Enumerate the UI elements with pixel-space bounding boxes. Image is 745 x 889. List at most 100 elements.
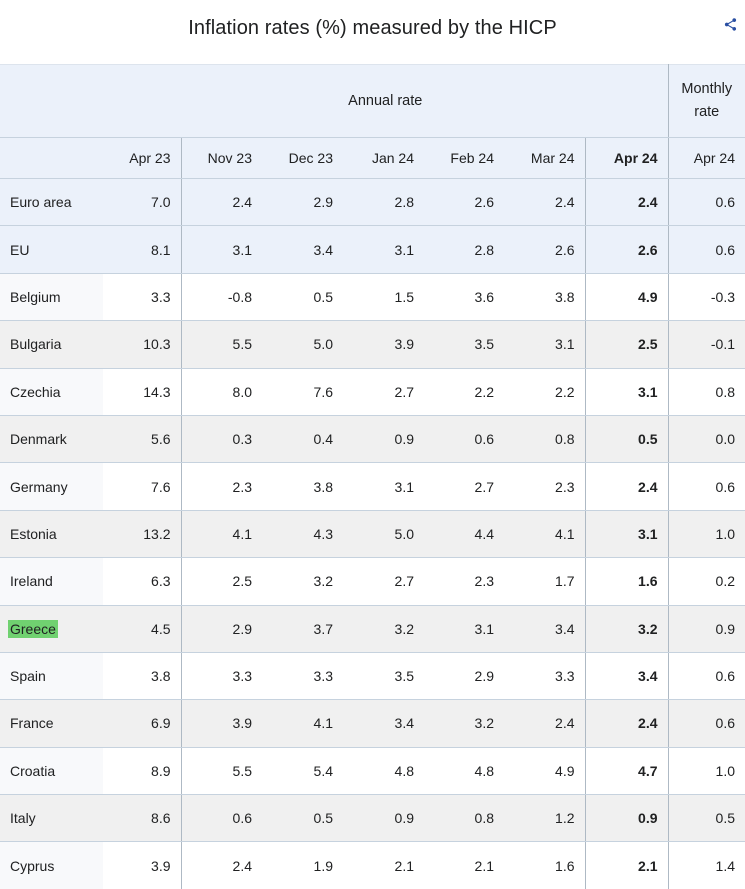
rate-cell: 3.3 <box>103 273 181 322</box>
rate-cell: 8.6 <box>103 794 181 843</box>
row-label-ireland: Ireland <box>0 557 103 606</box>
row-label-text: Euro area <box>10 194 72 211</box>
widget-header: Inflation rates (%) measured by the HICP <box>0 0 745 64</box>
rate-cell: 3.6 <box>424 273 504 322</box>
row-label-croatia: Croatia <box>0 747 103 796</box>
rate-cell: 5.4 <box>262 747 343 796</box>
rate-cell: 0.0 <box>667 415 745 464</box>
rate-cell: 0.5 <box>262 794 343 843</box>
rate-cell: 0.8 <box>667 368 745 416</box>
rate-cell: 3.4 <box>504 605 585 653</box>
share-button[interactable] <box>721 15 740 34</box>
share-icon <box>724 18 737 31</box>
row-label-text: Spain <box>10 668 46 685</box>
rate-cell: 7.6 <box>103 462 181 511</box>
search-highlight: Greece <box>8 619 58 638</box>
rate-cell: 3.3 <box>180 652 262 701</box>
table-row-ireland: Ireland 6.3 2.5 3.2 2.7 2.3 1.7 1.6 0.2 <box>0 557 745 606</box>
table-row-cyprus: Cyprus 3.9 2.4 1.9 2.1 2.1 1.6 2.1 1.4 <box>0 841 745 889</box>
rate-cell: 0.9 <box>584 794 668 843</box>
rate-cell: 4.8 <box>343 747 424 796</box>
row-label-text: Denmark <box>10 431 67 448</box>
rate-cell: 13.2 <box>103 510 181 559</box>
column-header-apr-24-monthly: Apr 24 <box>667 137 745 179</box>
rate-cell: 2.7 <box>343 557 424 606</box>
rate-cell: 1.5 <box>343 273 424 322</box>
row-label-spain: Spain <box>0 652 103 701</box>
corner-cell <box>0 64 103 138</box>
column-header-jan-24: Jan 24 <box>343 137 424 179</box>
monthly-rate-header: Monthly rate <box>667 64 745 138</box>
rate-cell: 6.3 <box>103 557 181 606</box>
table-row-bulgaria: Bulgaria 10.3 5.5 5.0 3.9 3.5 3.1 2.5 -0.1 <box>0 320 745 369</box>
table-row-czechia: Czechia 14.3 8.0 7.6 2.7 2.2 2.2 3.1 0.8 <box>0 368 745 416</box>
rate-cell: 3.2 <box>584 605 668 653</box>
page-title: Inflation rates (%) measured by the HICP <box>188 16 557 39</box>
rate-cell: 0.6 <box>667 225 745 274</box>
rate-cell: 6.9 <box>103 699 181 748</box>
group-header-row: Annual rate Monthly rate <box>0 64 745 138</box>
rate-cell: 5.0 <box>262 320 343 369</box>
rate-cell: 2.3 <box>424 557 504 606</box>
column-header-dec-23: Dec 23 <box>262 137 343 179</box>
rate-cell: 0.8 <box>424 794 504 843</box>
rate-cell: 4.1 <box>504 510 585 559</box>
inflation-table: Annual rate Monthly rate Apr 23 Nov 23 Dec… <box>0 64 745 889</box>
rate-cell: 3.1 <box>343 462 424 511</box>
rate-cell: 0.6 <box>180 794 262 843</box>
rate-cell: 3.1 <box>504 320 585 369</box>
row-label-text: Croatia <box>10 762 56 779</box>
row-label-text: Cyprus <box>10 857 55 874</box>
rate-cell: 2.6 <box>504 225 585 274</box>
row-label-czechia: Czechia <box>0 368 103 416</box>
column-header-mar-24: Mar 24 <box>504 137 585 179</box>
corner-cell <box>0 137 103 179</box>
rate-cell: 3.3 <box>262 652 343 701</box>
rate-cell: 3.4 <box>343 699 424 748</box>
row-label-text: France <box>10 715 54 732</box>
column-header-nov-23: Nov 23 <box>180 137 262 179</box>
row-label-cyprus: Cyprus <box>0 841 103 889</box>
table-row-germany: Germany 7.6 2.3 3.8 3.1 2.7 2.3 2.4 0.6 <box>0 462 745 511</box>
rate-cell: 4.5 <box>103 605 181 653</box>
rate-cell: 2.8 <box>424 225 504 274</box>
rate-cell: 0.4 <box>262 415 343 464</box>
table-row-eu: EU 8.1 3.1 3.4 3.1 2.8 2.6 2.6 0.6 <box>0 225 745 274</box>
rate-cell: 2.4 <box>180 178 262 227</box>
rate-cell: 7.6 <box>262 368 343 416</box>
rate-cell: 2.1 <box>343 841 424 889</box>
rate-cell: 1.0 <box>667 747 745 796</box>
row-label-text: Italy <box>10 810 36 827</box>
rate-cell: 4.3 <box>262 510 343 559</box>
row-label-estonia: Estonia <box>0 510 103 559</box>
rate-cell: 1.7 <box>504 557 585 606</box>
table-row-euro-area: Euro area 7.0 2.4 2.9 2.8 2.6 2.4 2.4 0.6 <box>0 178 745 227</box>
rate-cell: 3.1 <box>180 225 262 274</box>
rate-cell: 2.9 <box>262 178 343 227</box>
row-label-text: Czechia <box>10 383 61 400</box>
rate-cell: 1.9 <box>262 841 343 889</box>
row-label-text: EU <box>10 241 30 258</box>
rate-cell: 4.1 <box>262 699 343 748</box>
rate-cell: 0.6 <box>667 699 745 748</box>
row-label-italy: Italy <box>0 794 103 843</box>
row-label-euro-area: Euro area <box>0 178 103 227</box>
table-row-belgium: Belgium 3.3 -0.8 0.5 1.5 3.6 3.8 4.9 -0.3 <box>0 273 745 322</box>
rate-cell: 0.9 <box>667 605 745 653</box>
column-header-feb-24: Feb 24 <box>424 137 504 179</box>
table-row-estonia: Estonia 13.2 4.1 4.3 5.0 4.4 4.1 3.1 1.0 <box>0 510 745 559</box>
rate-cell: 0.5 <box>262 273 343 322</box>
row-label-greece: Greece <box>0 605 103 653</box>
rate-cell: 3.9 <box>180 699 262 748</box>
rate-cell: 3.2 <box>262 557 343 606</box>
rate-cell: 7.0 <box>103 178 181 227</box>
table-row-france: France 6.9 3.9 4.1 3.4 3.2 2.4 2.4 0.6 <box>0 699 745 748</box>
row-label-text: Germany <box>10 478 68 495</box>
rate-cell: 2.5 <box>584 320 668 369</box>
rate-cell: 3.4 <box>262 225 343 274</box>
rate-cell: 4.1 <box>180 510 262 559</box>
rate-cell: 8.0 <box>180 368 262 416</box>
rate-cell: 4.9 <box>504 747 585 796</box>
rate-cell: 2.1 <box>584 841 668 889</box>
rate-cell: 0.6 <box>424 415 504 464</box>
